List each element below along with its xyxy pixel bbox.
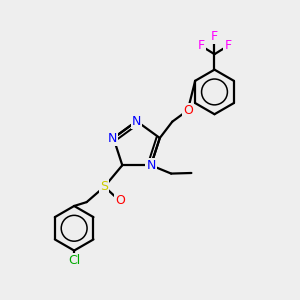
- Text: S: S: [100, 180, 109, 193]
- Text: O: O: [115, 194, 125, 207]
- Text: Cl: Cl: [68, 254, 80, 267]
- Text: F: F: [224, 39, 231, 52]
- Text: F: F: [198, 39, 205, 52]
- Text: N: N: [107, 131, 117, 145]
- Text: N: N: [146, 159, 156, 172]
- Text: O: O: [183, 104, 193, 117]
- Text: N: N: [132, 115, 141, 128]
- Text: F: F: [211, 31, 218, 44]
